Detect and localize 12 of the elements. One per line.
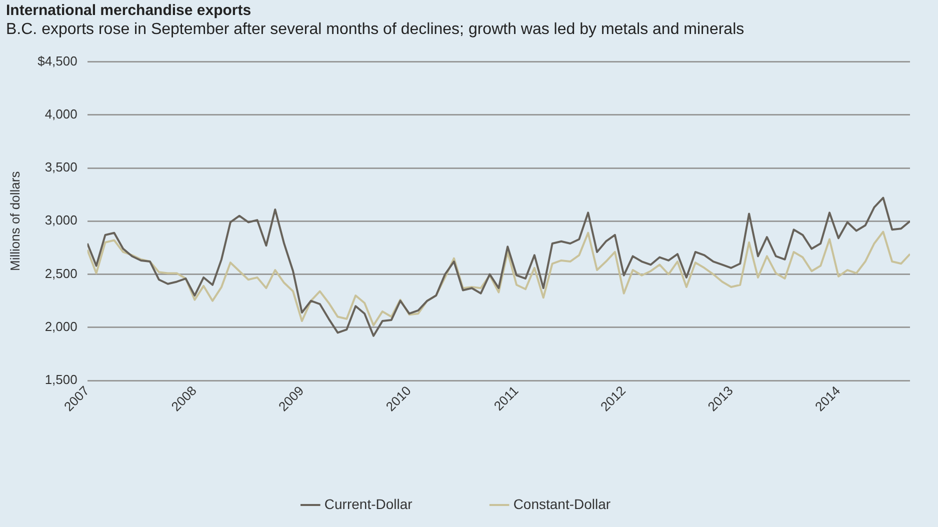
y-tick-label: 2,500 <box>44 266 78 281</box>
y-tick-label: $4,500 <box>38 53 78 68</box>
y-tick-label: 1,500 <box>44 372 78 388</box>
y-tick-label: 3,000 <box>44 212 78 228</box>
legend-label: Constant-Dollar <box>513 496 611 512</box>
y-tick-label: 2,000 <box>44 318 78 334</box>
y-tick-label: 4,000 <box>44 106 78 122</box>
chart-title: International merchandise exports <box>5 1 252 20</box>
chart-subtitle: B.C. exports rose in September after several months of declines; growth was led by metals and minerals <box>5 20 746 40</box>
legend-label: Current-Dollar <box>324 496 413 512</box>
y-axis-title: Millions of dollars <box>7 170 22 272</box>
y-tick-label: 3,500 <box>44 160 78 175</box>
